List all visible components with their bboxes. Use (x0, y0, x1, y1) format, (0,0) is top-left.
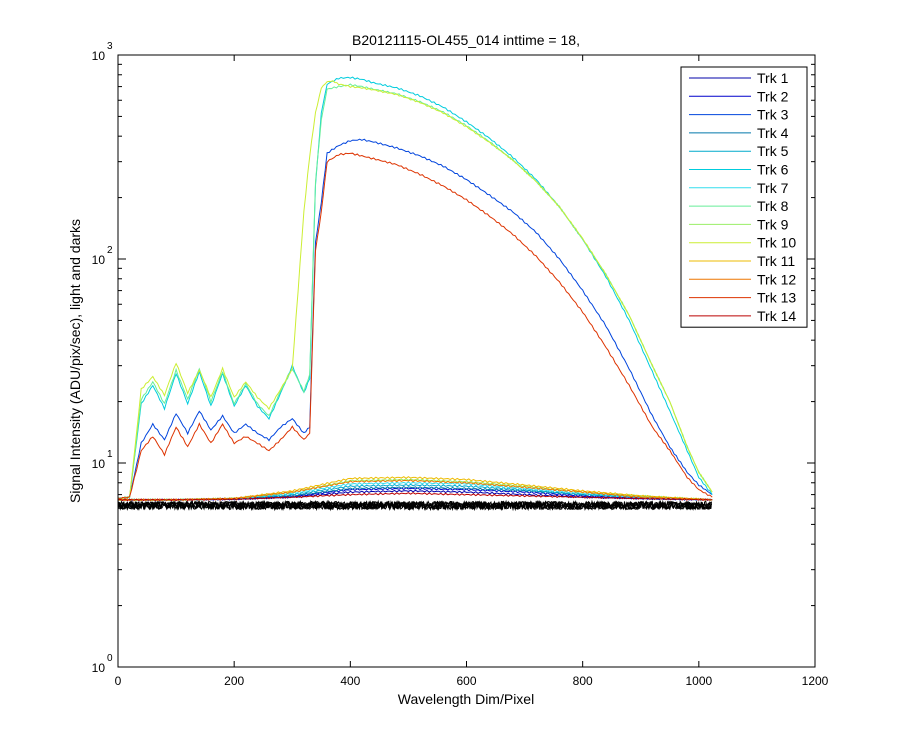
legend-label: Trk 2 (757, 88, 789, 104)
legend-label: Trk 3 (757, 107, 789, 123)
dark-frames (117, 499, 713, 512)
y-tick-exponent: 3 (107, 41, 113, 52)
series-group (117, 76, 713, 502)
legend-label: Trk 14 (757, 308, 796, 324)
legend-label: Trk 7 (757, 180, 789, 196)
series-line (117, 492, 713, 502)
legend-label: Trk 13 (757, 290, 796, 306)
legend-box (680, 66, 808, 328)
series-line (118, 80, 713, 499)
x-tick-label: 800 (573, 674, 593, 688)
legend-label: Trk 10 (757, 235, 796, 251)
legend-label: Trk 9 (757, 216, 789, 232)
x-tick-label: 200 (224, 674, 244, 688)
legend-label: Trk 12 (757, 271, 796, 287)
legend-label: Trk 5 (757, 143, 789, 159)
chart-title: B20121115-OL455_014 inttime = 18, (352, 32, 580, 48)
y-tick-label: 10 (92, 253, 106, 267)
y-tick-exponent: 2 (107, 245, 113, 256)
y-tick-exponent: 1 (107, 449, 113, 460)
x-tick-label: 400 (340, 674, 360, 688)
legend: Trk 1 Trk 2 Trk 3 Trk 4 Trk 5 Trk 6 Trk 7 Trk 8… (680, 66, 808, 328)
dark-trace (117, 499, 713, 512)
y-tick-label: 10 (92, 661, 106, 675)
legend-label: Trk 1 (757, 70, 789, 86)
legend-label: Trk 6 (757, 162, 789, 178)
y-tick-exponent: 0 (107, 653, 113, 664)
legend-label: Trk 8 (757, 198, 789, 214)
x-tick-label: 1000 (685, 674, 712, 688)
x-tick-label: 0 (115, 674, 122, 688)
series-line (117, 138, 713, 500)
x-axis-title: Wavelength Dim/Pixel (398, 691, 534, 707)
y-axis-title: Signal Intensity (ADU/pix/sec), light an… (67, 219, 83, 503)
series-line (117, 76, 713, 500)
x-tick-label: 600 (456, 674, 476, 688)
series-line (117, 152, 713, 500)
legend-label: Trk 11 (757, 253, 795, 269)
legend-label: Trk 4 (757, 125, 789, 141)
x-tick-label: 1200 (802, 674, 829, 688)
y-tick-label: 10 (92, 457, 106, 471)
y-tick-label: 10 (92, 49, 106, 63)
